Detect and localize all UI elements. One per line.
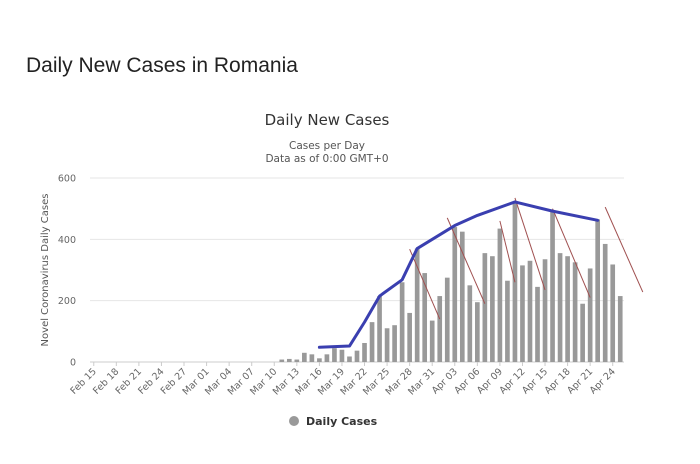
bar [384, 328, 390, 362]
bar [399, 282, 405, 362]
bar [339, 349, 345, 362]
bar [617, 296, 623, 362]
legend-label-daily-cases: Daily Cases [306, 415, 378, 428]
bar [535, 286, 540, 362]
y-tick-label: 600 [58, 174, 76, 185]
decline-line [446, 217, 486, 304]
bar [324, 354, 330, 362]
bar [362, 342, 367, 362]
bar [414, 248, 420, 362]
y-tick-label: 400 [58, 235, 76, 246]
bar [332, 348, 337, 362]
chart-subtitle-line-2: Data as of 0:00 GMT+0 [265, 153, 388, 165]
bar [602, 243, 608, 362]
bar [587, 268, 593, 362]
bar [429, 320, 435, 362]
trend-line [317, 200, 600, 349]
bar [459, 231, 465, 362]
bar [527, 260, 533, 362]
bar [392, 325, 397, 362]
y-tick-label: 200 [58, 296, 76, 307]
bar [317, 358, 322, 362]
y-axis-label: Novel Coronavirus Daily Cases [40, 194, 51, 347]
bar [550, 211, 555, 362]
bar [482, 253, 488, 362]
bar [580, 303, 585, 362]
bar [369, 322, 375, 362]
decline-line [499, 220, 516, 283]
legend-marker-daily-cases [289, 416, 299, 426]
bar [347, 356, 352, 362]
bar [505, 280, 510, 362]
x-tick-label: Apr 24 [588, 366, 618, 396]
bar [467, 285, 473, 362]
bar [407, 312, 412, 362]
bar [565, 256, 570, 362]
decline-line [604, 206, 644, 293]
legend[interactable]: Daily Cases [289, 415, 378, 428]
decline-line [552, 208, 591, 298]
page-title: Daily New Cases in Romania [26, 54, 298, 77]
bar [497, 228, 503, 362]
bar [437, 296, 443, 362]
chart-title: Daily New Cases [265, 111, 390, 129]
bar [302, 352, 307, 362]
bar [309, 354, 315, 362]
trend-lines [317, 197, 644, 349]
y-tick-label: 0 [70, 358, 76, 369]
bar [520, 265, 525, 362]
bar [475, 302, 480, 362]
bar [286, 358, 292, 362]
bar [490, 256, 495, 362]
bar [557, 253, 563, 362]
bar [444, 277, 450, 362]
bar [542, 259, 548, 362]
decline-line [409, 248, 441, 320]
bar [354, 350, 360, 362]
decline-line [514, 197, 546, 291]
bar [377, 296, 382, 362]
bar [572, 262, 578, 362]
bar [422, 273, 428, 362]
bar [610, 264, 616, 362]
bar [452, 227, 458, 362]
bar [595, 219, 601, 362]
bar [279, 359, 285, 362]
chart-subtitle-line-1: Cases per Day [289, 140, 365, 152]
bar [294, 359, 300, 362]
